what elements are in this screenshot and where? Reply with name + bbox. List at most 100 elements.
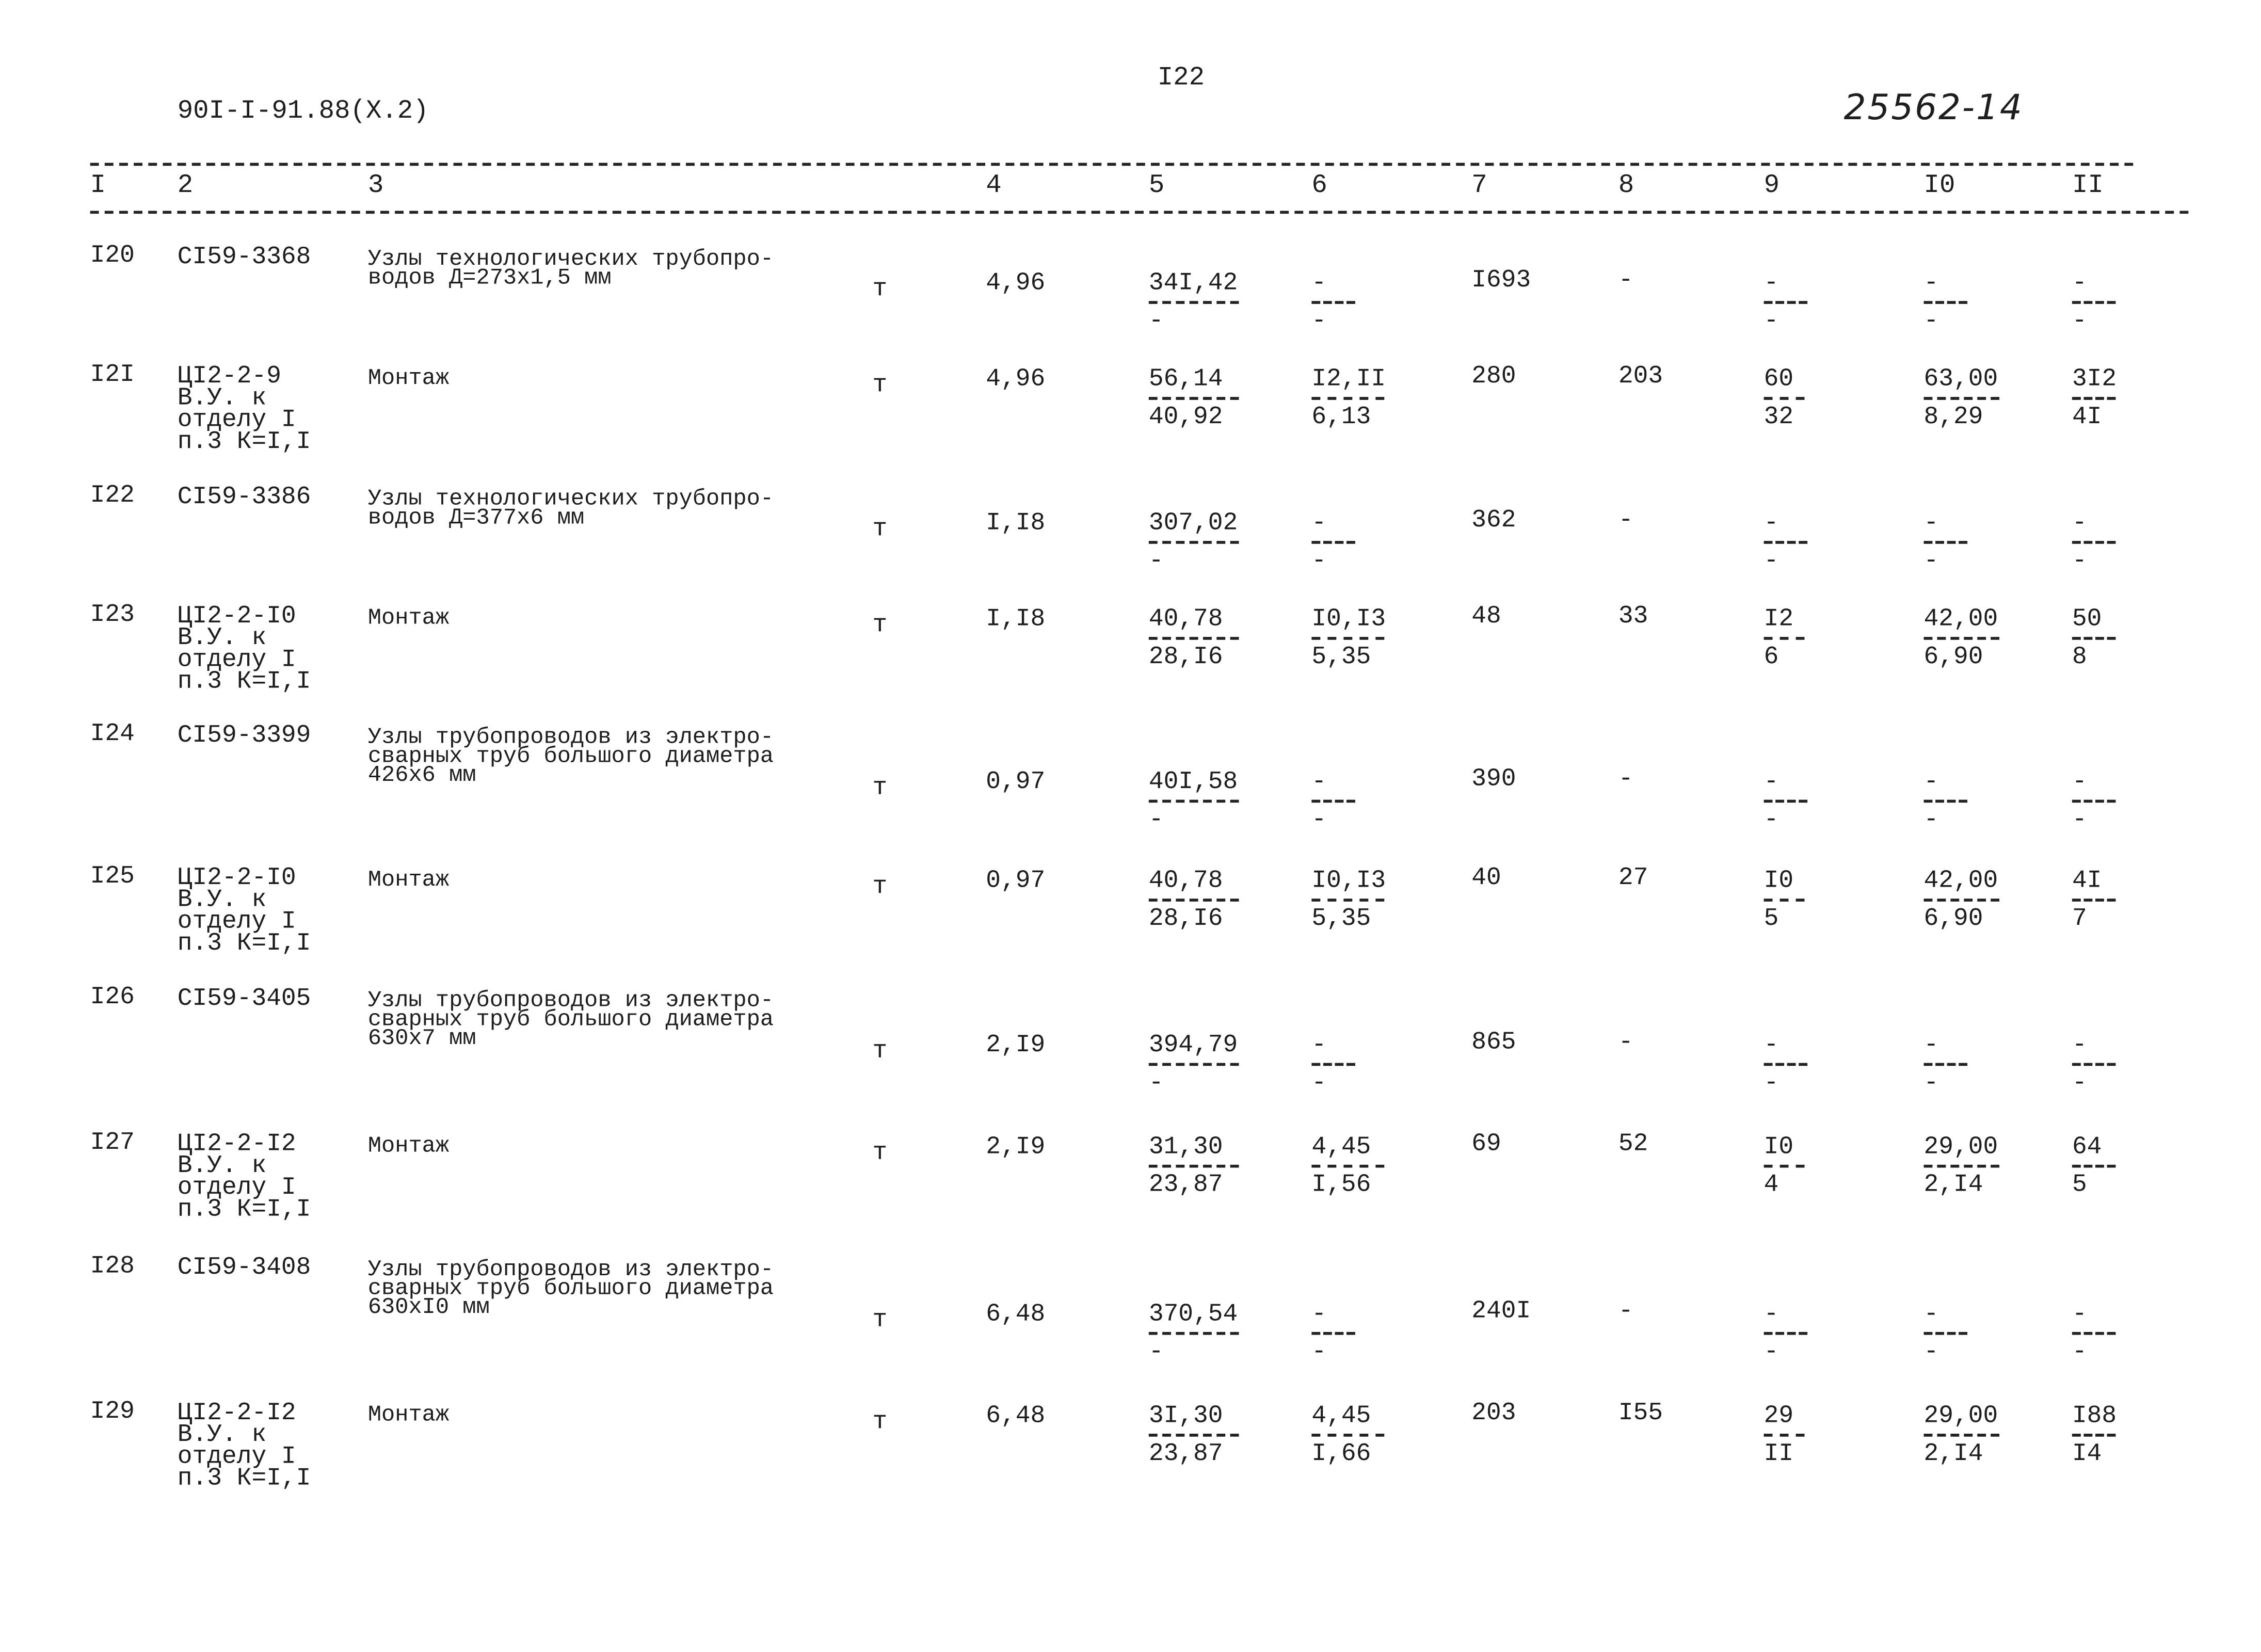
numerator: -: [1311, 1301, 1327, 1329]
fraction-bar: [1148, 899, 1239, 902]
col11-value: --: [2072, 1301, 2116, 1367]
fraction-bar: [1311, 799, 1355, 803]
col7-value: 48: [1471, 603, 1501, 631]
denominator: -: [1148, 1070, 1164, 1098]
col10-value: --: [1923, 272, 1968, 334]
col10-value: --: [1923, 512, 1968, 574]
col11-value: 50 8: [2072, 608, 2116, 670]
denominator: -: [1923, 1070, 1939, 1098]
numerator: -: [1763, 270, 1779, 298]
col6-value: I0,I3 5,35: [1311, 870, 1386, 932]
numerator: -: [1311, 270, 1327, 298]
numerator: -: [2072, 1301, 2087, 1329]
denominator: 8: [2072, 644, 2087, 672]
rate-code-line: отделу I: [177, 1175, 296, 1203]
rate-code-line: отделу I: [177, 1444, 296, 1472]
unit: т: [872, 1038, 888, 1066]
fraction-bar: [1148, 637, 1239, 640]
denominator: 6,90: [1923, 906, 1983, 934]
work-description: Монтаж: [367, 867, 450, 893]
col5-value: 40,78 28,I6: [1148, 870, 1239, 934]
denominator: 28,I6: [1148, 906, 1223, 934]
col7-value: 280: [1471, 363, 1516, 391]
fraction-bar: [1148, 1063, 1239, 1066]
fraction-bar: [1923, 1164, 2000, 1168]
col7-value: 40: [1471, 865, 1501, 893]
col5-value: 3I,30 23,87: [1148, 1405, 1239, 1467]
fraction-bar: [1763, 1434, 1805, 1437]
description-line: Монтаж: [367, 365, 450, 391]
description-line: Монтаж: [367, 1132, 450, 1159]
col9-value: --: [1763, 771, 1808, 835]
fraction-bar: [2072, 1332, 2116, 1335]
fraction-bar: [1148, 799, 1239, 803]
quantity: 4,96: [986, 270, 1046, 298]
header-bottom-rule: [90, 211, 2189, 214]
fraction-bar: [1311, 541, 1355, 544]
numerator: -: [1923, 1032, 1939, 1060]
col11-value: 4I 7: [2072, 870, 2116, 932]
quantity: 2,I9: [986, 1134, 1046, 1162]
description-line: 426х6 мм: [367, 762, 476, 789]
row-number: I20: [90, 243, 135, 271]
denominator: 4: [1763, 1172, 1779, 1200]
col11-value: --: [2072, 1034, 2116, 1096]
description-line: водов Д=377х6 мм: [367, 504, 585, 531]
fraction-bar: [1763, 541, 1808, 544]
col11-value: --: [2072, 272, 2116, 334]
fraction-bar: [2072, 1164, 2116, 1168]
numerator: -: [1763, 1301, 1779, 1329]
denominator: -: [2072, 308, 2087, 336]
work-description: Узлы технологических трубопро-водов Д=37…: [367, 488, 774, 531]
numerator: 64: [2072, 1134, 2102, 1162]
col8-value: -: [1618, 766, 1633, 794]
fraction-bar: [1923, 1063, 1968, 1066]
unit: т: [872, 276, 888, 304]
description-line: Узлы трубопроводов из электро-: [367, 1256, 774, 1283]
denominator: 6,13: [1311, 404, 1371, 432]
col7-value: 203: [1471, 1400, 1516, 1428]
unit: т: [872, 1307, 888, 1335]
denominator: 4I: [2072, 404, 2102, 432]
fraction-bar: [2072, 1063, 2116, 1066]
col10-value: --: [1923, 1303, 1968, 1366]
fraction-bar: [1763, 899, 1805, 902]
denominator: -: [1763, 807, 1779, 835]
denominator: 23,87: [1148, 1172, 1223, 1200]
column-header-1: I: [90, 171, 106, 201]
numerator: I0: [1763, 1134, 1794, 1162]
fraction-bar: [1311, 637, 1385, 640]
numerator: 50: [2072, 606, 2102, 634]
fraction-bar: [2072, 637, 2116, 640]
fraction-bar: [1763, 397, 1805, 400]
col10-value: --: [1923, 1032, 1968, 1098]
numerator: 60: [1763, 366, 1794, 394]
col7-value: 865: [1471, 1029, 1516, 1057]
fraction-bar: [1763, 301, 1808, 304]
unit: т: [872, 612, 888, 640]
fraction-bar: [1148, 397, 1239, 400]
unit: т: [872, 372, 888, 400]
fraction-bar: [1763, 1164, 1805, 1168]
description-line: Монтаж: [367, 867, 450, 893]
rate-code-line: СI59-3405: [177, 986, 311, 1014]
document-code: 90I-I-91.88(Х.2): [177, 97, 429, 127]
col6-value: I2,II 6,13: [1311, 368, 1386, 430]
col9-value: 29 II: [1763, 1405, 1805, 1467]
col10-value: 63,00 8,29: [1923, 368, 2000, 430]
fraction-bar: [2072, 899, 2116, 902]
numerator: -: [1311, 769, 1327, 797]
fraction-bar: [2072, 1434, 2116, 1437]
col10-value: 29,00 2,I4: [1923, 1135, 2000, 1198]
denominator: -: [2072, 1339, 2087, 1367]
fraction-bar: [1923, 1434, 2000, 1437]
numerator: 4,45: [1311, 1403, 1371, 1431]
row-number: I26: [90, 984, 135, 1012]
col8-value: 33: [1618, 603, 1648, 631]
numerator: -: [1763, 1032, 1779, 1060]
numerator: I2: [1763, 606, 1794, 634]
row-number: I29: [90, 1399, 135, 1426]
col11-value: --: [2072, 771, 2116, 833]
